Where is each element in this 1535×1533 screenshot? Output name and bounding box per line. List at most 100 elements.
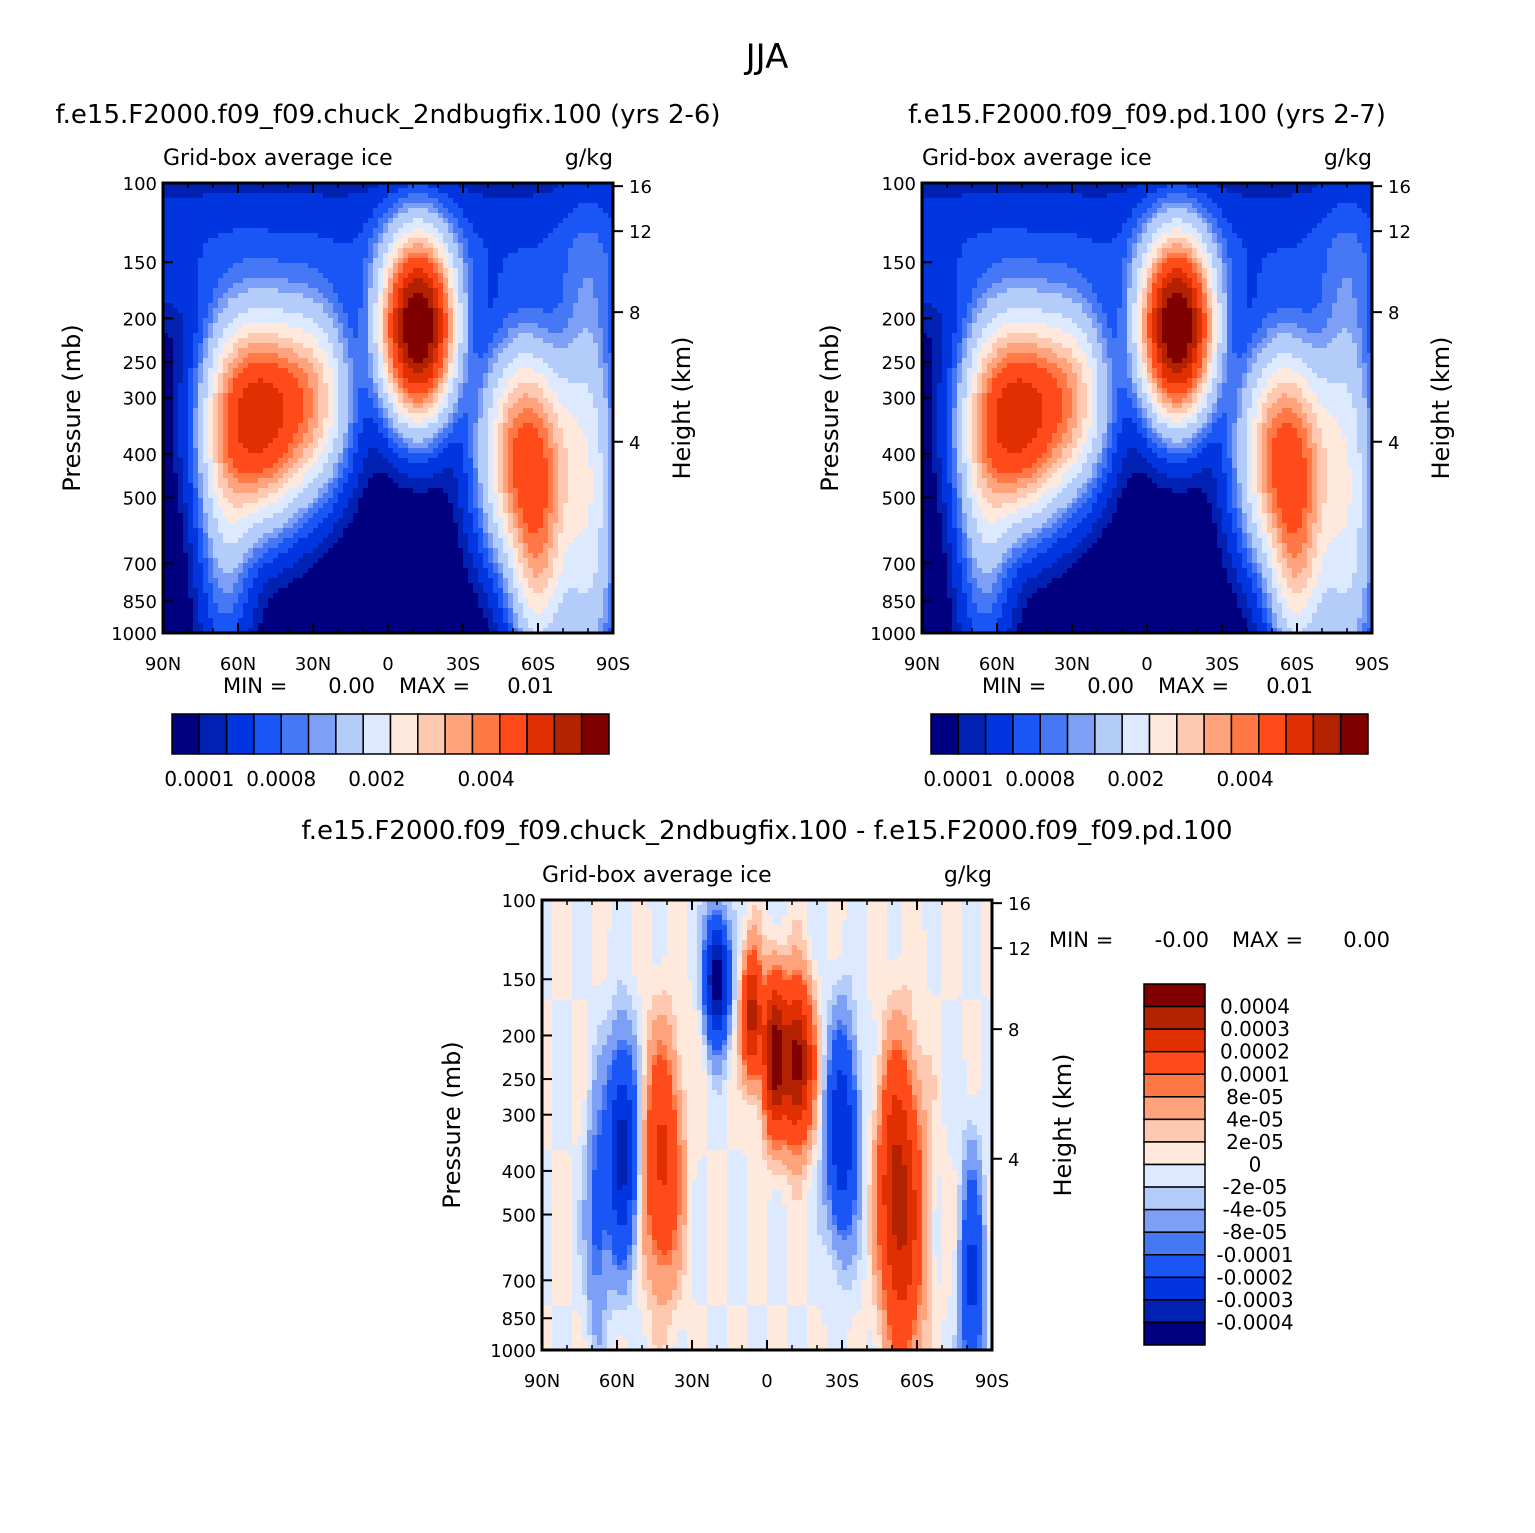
- field-cell: [253, 203, 259, 209]
- field-cell: [198, 263, 204, 269]
- field-cell: [458, 443, 464, 449]
- field-cell: [388, 303, 394, 309]
- field-cell: [278, 448, 284, 454]
- field-cell: [423, 418, 429, 424]
- field-cell: [218, 328, 224, 334]
- field-cell: [193, 448, 199, 454]
- field-cell: [513, 213, 519, 219]
- field-cell: [298, 313, 304, 319]
- field-cell: [433, 373, 439, 379]
- field-cell: [268, 293, 274, 299]
- field-cell: [463, 228, 469, 234]
- field-cell: [268, 398, 274, 404]
- field-cell: [608, 358, 613, 364]
- field-cell: [588, 323, 594, 329]
- field-cell: [403, 258, 409, 264]
- field-cell: [318, 383, 324, 389]
- field-cell: [348, 383, 354, 389]
- field-cell: [268, 358, 274, 364]
- field-cell: [393, 303, 399, 309]
- field-cell: [238, 323, 244, 329]
- field-cell: [573, 223, 579, 229]
- field-cell: [303, 288, 309, 294]
- field-cell: [533, 278, 539, 284]
- field-cell: [458, 298, 464, 304]
- field-cell: [178, 428, 184, 434]
- field-cell: [548, 273, 554, 279]
- field-cell: [393, 363, 399, 369]
- field-cell: [563, 203, 569, 209]
- field-cell: [438, 423, 444, 429]
- field-cell: [368, 408, 374, 414]
- field-cell: [183, 288, 189, 294]
- field-cell: [288, 298, 294, 304]
- field-cell: [533, 438, 539, 444]
- field-cell: [413, 453, 419, 459]
- field-cell: [278, 243, 284, 249]
- field-cell: [478, 348, 484, 354]
- field-cell: [183, 238, 189, 244]
- field-cell: [483, 303, 489, 309]
- field-cell: [443, 203, 449, 209]
- field-cell: [503, 423, 509, 429]
- field-cell: [288, 188, 294, 194]
- field-cell: [233, 278, 239, 284]
- field-cell: [298, 418, 304, 424]
- field-cell: [398, 353, 404, 359]
- field-cell: [353, 258, 359, 264]
- field-cell: [493, 263, 499, 269]
- field-cell: [518, 353, 524, 359]
- field-cell: [503, 218, 509, 224]
- field-cell: [323, 378, 329, 384]
- field-cell: [513, 193, 519, 199]
- field-cell: [423, 198, 429, 204]
- field-cell: [353, 243, 359, 249]
- field-cell: [433, 288, 439, 294]
- field-cell: [508, 208, 514, 214]
- field-cell: [243, 298, 249, 304]
- field-cell: [288, 223, 294, 229]
- field-cell: [398, 363, 404, 369]
- field-cell: [273, 278, 279, 284]
- field-cell: [363, 263, 369, 269]
- field-cell: [188, 363, 194, 369]
- field-cell: [208, 198, 214, 204]
- field-cell: [183, 183, 189, 189]
- field-cell: [203, 233, 209, 239]
- field-cell: [513, 353, 519, 359]
- field-cell: [353, 393, 359, 399]
- field-cell: [288, 418, 294, 424]
- field-cell: [468, 248, 474, 254]
- field-cell: [458, 448, 464, 454]
- field-cell: [608, 268, 613, 274]
- field-cell: [393, 188, 399, 194]
- field-cell: [543, 263, 549, 269]
- field-cell: [503, 308, 509, 314]
- field-cell: [213, 313, 219, 319]
- field-cell: [338, 263, 344, 269]
- field-cell: [333, 218, 339, 224]
- field-cell: [378, 213, 384, 219]
- field-cell: [293, 233, 299, 239]
- field-cell: [478, 298, 484, 304]
- field-cell: [493, 258, 499, 264]
- field-cell: [373, 283, 379, 289]
- field-cell: [463, 383, 469, 389]
- field-cell: [298, 243, 304, 249]
- field-cell: [473, 303, 479, 309]
- field-cell: [408, 438, 414, 444]
- field-cell: [398, 323, 404, 329]
- field-cell: [528, 223, 534, 229]
- field-cell: [333, 228, 339, 234]
- field-cell: [483, 263, 489, 269]
- field-cell: [608, 323, 613, 329]
- field-cell: [328, 253, 334, 259]
- field-cell: [313, 238, 319, 244]
- field-cell: [383, 298, 389, 304]
- field-cell: [573, 433, 579, 439]
- field-cell: [168, 238, 174, 244]
- field-cell: [168, 203, 174, 209]
- field-cell: [588, 368, 594, 374]
- field-cell: [343, 418, 349, 424]
- field-cell: [188, 273, 194, 279]
